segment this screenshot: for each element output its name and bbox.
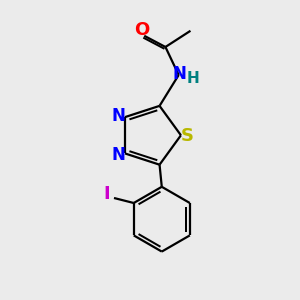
Text: N: N xyxy=(112,106,125,124)
Text: I: I xyxy=(103,184,110,202)
Text: O: O xyxy=(134,22,149,40)
Text: H: H xyxy=(187,71,199,86)
Text: S: S xyxy=(181,127,194,145)
Text: N: N xyxy=(172,65,186,83)
Text: N: N xyxy=(112,146,125,164)
